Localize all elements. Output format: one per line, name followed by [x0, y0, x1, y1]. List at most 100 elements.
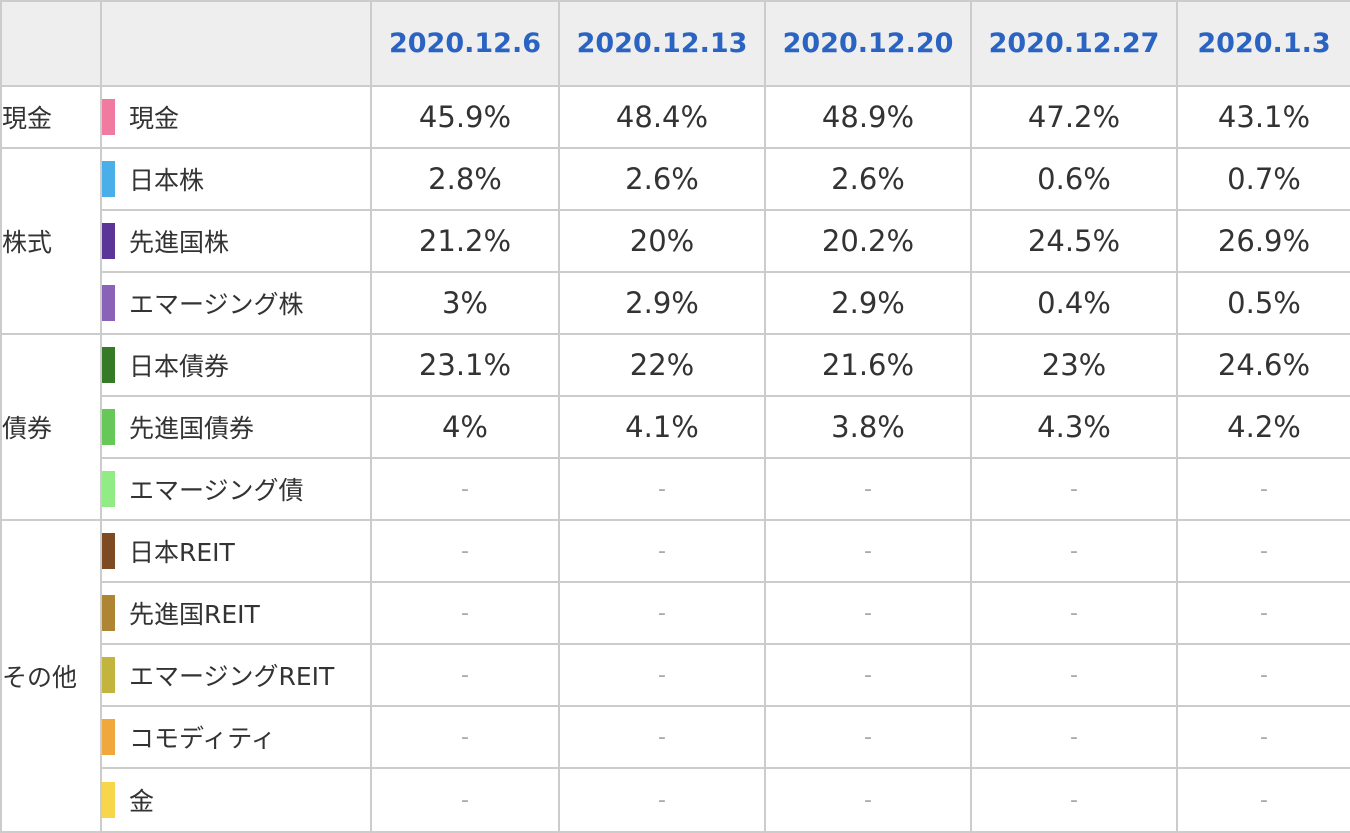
legend-swatch — [103, 409, 115, 445]
value-cell: - — [764, 767, 972, 833]
value-cell: 4% — [370, 395, 560, 459]
value-cell: - — [970, 767, 1178, 833]
asset-label: 現金 — [129, 104, 180, 133]
legend-swatch — [103, 99, 115, 135]
value-cell: 3% — [370, 271, 560, 335]
value-cell: 23.1% — [370, 333, 560, 397]
value-cell: - — [558, 643, 766, 707]
value-cell: 47.2% — [970, 85, 1178, 149]
asset-cell: エマージングREIT — [100, 643, 372, 707]
asset-cell: 先進国株 — [100, 209, 372, 273]
value-cell: 0.6% — [970, 147, 1178, 211]
value-cell: 2.8% — [370, 147, 560, 211]
value-cell: 3.8% — [764, 395, 972, 459]
value-cell: - — [970, 581, 1178, 645]
table-row: コモディティ - - - - - — [1, 705, 1350, 769]
value-cell: - — [970, 519, 1178, 583]
table-row: 現金 現金 45.9% 48.4% 48.9% 47.2% 43.1% — [0, 85, 1350, 149]
value-cell: - — [370, 581, 560, 645]
value-cell: 2.6% — [764, 147, 972, 211]
asset-cell: エマージング債 — [100, 457, 372, 521]
asset-label: 日本株 — [129, 166, 205, 195]
group-label: 債券 — [0, 333, 102, 521]
group-label: 現金 — [0, 85, 102, 149]
value-cell: 48.4% — [558, 85, 766, 149]
value-cell: 23% — [970, 333, 1178, 397]
value-cell: - — [764, 643, 972, 707]
value-cell: 2.9% — [764, 271, 972, 335]
value-cell: 20% — [558, 209, 766, 273]
legend-swatch — [103, 161, 115, 197]
value-cell: - — [558, 581, 766, 645]
asset-label: エマージング株 — [129, 290, 304, 319]
asset-cell: 現金 — [100, 85, 372, 149]
column-header-date: 2020.12.13 — [558, 0, 766, 87]
table-row: エマージングREIT - - - - - — [1, 643, 1350, 707]
value-cell: 21.6% — [764, 333, 972, 397]
header-blank-asset — [100, 0, 372, 87]
legend-swatch — [103, 657, 115, 693]
value-cell: 45.9% — [370, 85, 560, 149]
asset-label: 日本REIT — [129, 538, 235, 567]
value-cell: - — [1176, 457, 1350, 521]
value-cell: 0.7% — [1176, 147, 1350, 211]
legend-swatch — [103, 471, 115, 507]
asset-label: 金 — [129, 787, 155, 816]
column-header-date: 2020.12.6 — [370, 0, 560, 87]
value-cell: 2.9% — [558, 271, 766, 335]
asset-label: コモディティ — [129, 724, 276, 753]
table-row: 株式 日本株 2.8% 2.6% 2.6% 0.6% 0.7% — [0, 147, 1350, 335]
value-cell: - — [558, 705, 766, 769]
asset-cell: 日本株 — [100, 147, 372, 211]
value-cell: - — [370, 643, 560, 707]
header-blank-group — [0, 0, 102, 87]
value-cell: 24.5% — [970, 209, 1178, 273]
asset-label: 先進国株 — [129, 228, 230, 257]
value-cell: 21.2% — [370, 209, 560, 273]
value-cell: 24.6% — [1176, 333, 1350, 397]
asset-cell: エマージング株 — [100, 271, 372, 335]
asset-cell: 先進国REIT — [100, 581, 372, 645]
value-cell: - — [764, 519, 972, 583]
value-cell: 2.6% — [558, 147, 766, 211]
asset-cell: 金 — [100, 767, 372, 833]
value-cell: - — [764, 581, 972, 645]
value-cell: 0.5% — [1176, 271, 1350, 335]
column-header-date: 2020.1.3 — [1176, 0, 1350, 87]
legend-swatch — [103, 347, 115, 383]
value-cell: - — [1176, 767, 1350, 833]
asset-label: エマージングREIT — [129, 662, 335, 691]
value-cell: 4.3% — [970, 395, 1178, 459]
value-cell: - — [370, 519, 560, 583]
value-cell: - — [970, 643, 1178, 707]
table-row: その他 日本REIT - - - - - — [0, 519, 1350, 833]
value-cell: 4.1% — [558, 395, 766, 459]
table-row: 先進国REIT - - - - - — [1, 581, 1350, 645]
asset-cell: 先進国債券 — [100, 395, 372, 459]
value-cell: 0.4% — [970, 271, 1178, 335]
column-header-date: 2020.12.27 — [970, 0, 1178, 87]
column-header-date: 2020.12.20 — [764, 0, 972, 87]
value-cell: - — [764, 457, 972, 521]
value-cell: - — [1176, 705, 1350, 769]
value-cell: - — [370, 705, 560, 769]
table-row: 先進国株 21.2% 20% 20.2% 24.5% 26.9% — [1, 209, 1350, 273]
value-cell: - — [558, 519, 766, 583]
value-cell: - — [558, 457, 766, 521]
value-cell: - — [1176, 581, 1350, 645]
value-cell: - — [370, 457, 560, 521]
value-cell: - — [970, 457, 1178, 521]
table-row: 金----- — [1, 767, 1350, 833]
asset-label: 先進国債券 — [129, 414, 255, 443]
value-cell: 43.1% — [1176, 85, 1350, 149]
table-row: エマージング株 3% 2.9% 2.9% 0.4% 0.5% — [1, 271, 1350, 335]
legend-swatch — [103, 782, 115, 818]
value-cell: - — [1176, 519, 1350, 583]
asset-cell: コモディティ — [100, 705, 372, 769]
asset-cell: 日本REIT — [100, 519, 372, 583]
header-row: 2020.12.6 2020.12.13 2020.12.20 2020.12.… — [0, 0, 1350, 87]
value-cell: - — [558, 767, 766, 833]
legend-swatch — [103, 533, 115, 569]
group-label: 株式 — [0, 147, 102, 335]
